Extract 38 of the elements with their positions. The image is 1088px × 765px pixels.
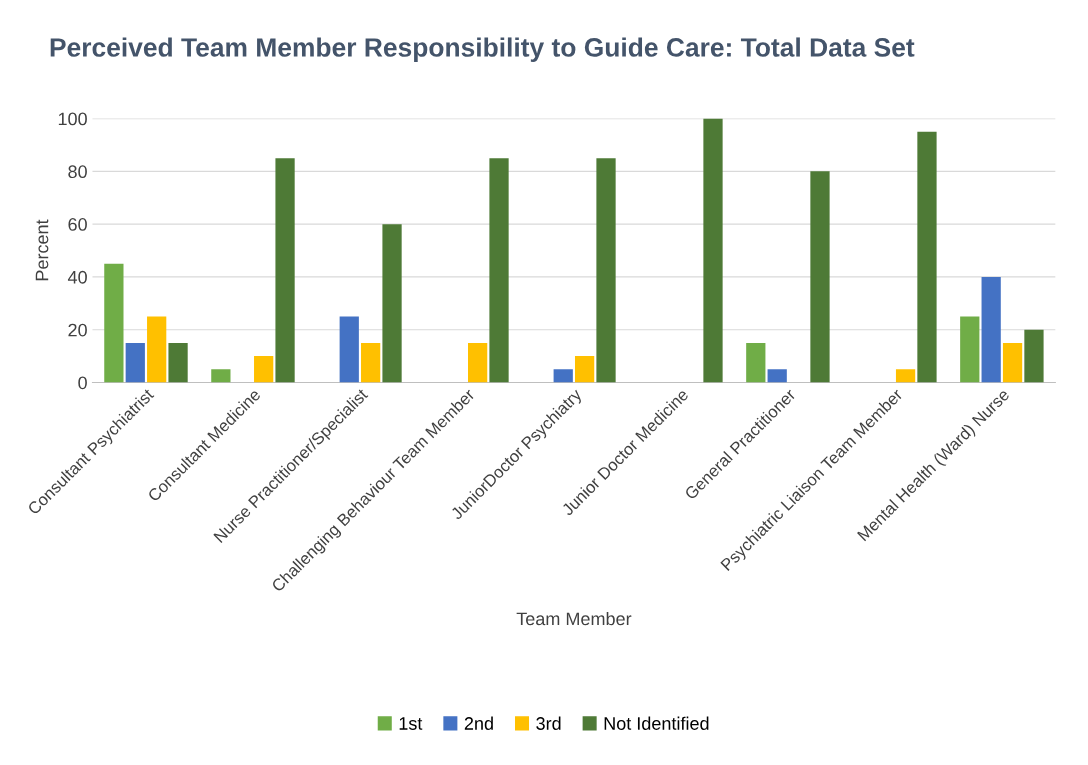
- bar: [275, 158, 295, 383]
- y-axis-title: Percent: [35, 219, 49, 281]
- bar: [895, 369, 916, 383]
- legend-label: 2nd: [464, 716, 493, 730]
- bar: [147, 316, 167, 383]
- bar: [810, 171, 830, 383]
- bar: [468, 342, 488, 383]
- bar: [254, 356, 274, 383]
- bar: [703, 118, 723, 383]
- bar: [211, 369, 231, 383]
- bar: [104, 263, 124, 383]
- bar: [1002, 342, 1023, 383]
- legend-label: 3rd: [536, 716, 561, 730]
- bar: [746, 342, 766, 383]
- y-tick-label: 20: [68, 323, 87, 337]
- y-tick-label: 100: [58, 112, 87, 126]
- bar: [489, 158, 509, 383]
- bar: [1024, 329, 1044, 383]
- bar: [596, 158, 616, 383]
- y-tick-label: 0: [78, 376, 87, 390]
- legend-label: Not Identified: [604, 716, 709, 730]
- bar: [125, 342, 145, 383]
- chart-title: Perceived Team Member Responsibility to Guide Care: Total Data Set: [50, 37, 915, 63]
- bar: [553, 369, 573, 383]
- bar: [981, 276, 1001, 383]
- bar: [574, 356, 595, 383]
- x-axis-title: Team Member: [516, 611, 632, 626]
- y-tick-label: 60: [68, 218, 87, 231]
- bar: [339, 316, 359, 383]
- bar: [767, 369, 787, 383]
- legend-label: 1st: [399, 717, 423, 730]
- bar: [361, 342, 381, 383]
- bar: [168, 342, 188, 383]
- y-tick-label: 40: [67, 270, 87, 284]
- bar: [917, 131, 937, 383]
- bar: [382, 224, 402, 383]
- y-tick-label: 80: [68, 165, 87, 179]
- bar: [960, 316, 980, 383]
